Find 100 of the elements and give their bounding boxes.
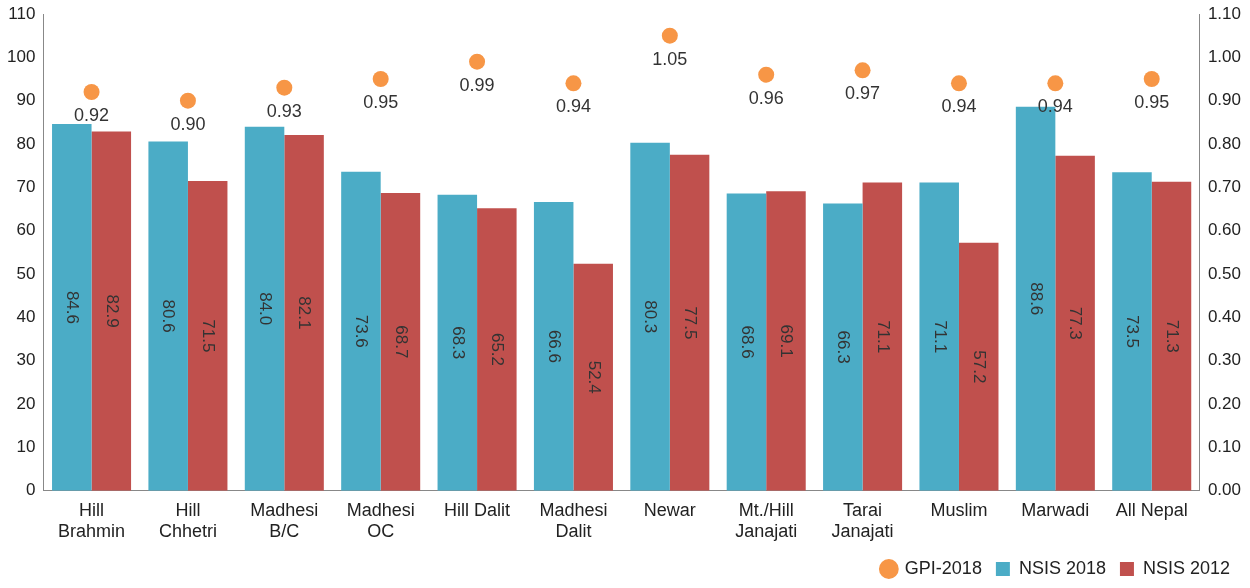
x-tick-label: Madhesi Dalit [539, 499, 608, 542]
bar [52, 124, 92, 491]
data-label: 0.94 [555, 96, 591, 117]
data-label: 84.0 [255, 292, 275, 326]
y2-tick-label: 0.20 [1207, 393, 1242, 413]
data-label: 71.1 [873, 320, 893, 354]
y2-tick-label: 0.80 [1207, 133, 1242, 153]
x-tick-label: Madhesi B/C [250, 499, 319, 542]
x-tick-label: Hill Chhetri [158, 499, 217, 542]
x-tick-label: All Nepal [1115, 499, 1188, 520]
bar [437, 194, 478, 491]
data-label: 0.95 [363, 91, 399, 112]
data-label: 1.05 [652, 48, 688, 69]
bar [284, 134, 324, 491]
data-label: 0.92 [74, 104, 110, 125]
x-tick-label: Newar [643, 499, 696, 520]
point [854, 62, 871, 79]
y-tick-label: 30 [16, 350, 36, 370]
y2-tick-label: 0.00 [1207, 480, 1242, 500]
y2-tick-label: 0.10 [1207, 437, 1242, 457]
bar [958, 242, 999, 491]
data-label: 80.6 [159, 299, 179, 333]
data-label: 0.96 [748, 87, 784, 108]
bar [380, 193, 421, 491]
data-label: 0.95 [1134, 91, 1170, 112]
point [565, 75, 582, 92]
bar [91, 131, 132, 491]
data-label: 65.2 [488, 332, 508, 367]
bar [726, 193, 767, 491]
data-label: 68.7 [391, 325, 411, 359]
bar [919, 182, 959, 491]
data-label: 77.5 [680, 306, 700, 340]
bar [766, 191, 806, 491]
legend-label: NSIS 2012 [1142, 557, 1231, 578]
y2-tick-label: 1.00 [1207, 47, 1242, 67]
point [179, 92, 196, 109]
y-tick-label: 10 [16, 437, 36, 457]
data-label: 80.3 [641, 300, 661, 334]
point [276, 79, 293, 96]
bar [862, 182, 903, 491]
y2-tick-label: 1.10 [1207, 3, 1242, 23]
x-tick-label: Mt./Hill Janajati [735, 499, 798, 542]
data-label: 71.5 [199, 319, 218, 353]
data-label: 69.1 [777, 324, 797, 358]
point [661, 27, 678, 44]
x-tick-label: Muslim [930, 499, 988, 520]
x-tick-label: Madhesi OC [346, 499, 415, 542]
point [83, 84, 100, 101]
data-label: 0.93 [266, 100, 302, 121]
y-tick-label: 100 [6, 47, 36, 67]
y2-tick-label: 0.60 [1207, 220, 1242, 240]
y-tick-label: 70 [16, 177, 36, 197]
y2-tick-label: 0.50 [1207, 263, 1242, 283]
y-tick-label: 0 [25, 480, 36, 500]
data-label: 52.4 [584, 360, 604, 394]
data-label: 0.94 [941, 96, 977, 117]
data-label: 0.94 [1037, 96, 1073, 117]
point [372, 71, 389, 88]
y-tick-label: 50 [16, 263, 36, 283]
y-tick-label: 40 [16, 307, 36, 327]
bar [823, 203, 863, 491]
point [1047, 75, 1064, 92]
data-label: 66.3 [834, 330, 854, 364]
bar [1055, 155, 1095, 491]
point [950, 75, 967, 92]
legend-label: NSIS 2018 [1018, 557, 1106, 578]
data-label: 73.5 [1123, 314, 1143, 349]
point [469, 53, 486, 70]
data-label: 71.1 [930, 320, 950, 354]
data-label: 82.9 [102, 294, 122, 328]
data-label: 0.99 [459, 74, 495, 95]
data-label: 73.6 [352, 314, 372, 348]
bar [573, 263, 613, 491]
data-label: 77.3 [1066, 306, 1086, 340]
y2-tick-label: 0.70 [1207, 177, 1242, 197]
x-tick-label: Marwadi [1021, 499, 1090, 520]
bar [148, 141, 188, 491]
bar [1112, 172, 1152, 491]
y2-tick-label: 0.90 [1207, 90, 1242, 110]
bar [1151, 181, 1192, 491]
data-label: 68.3 [448, 326, 468, 360]
y-tick-label: 80 [16, 133, 36, 153]
bar [244, 126, 285, 491]
bar [477, 208, 517, 491]
bar [669, 154, 710, 491]
y-tick-label: 90 [16, 90, 36, 110]
x-tick-label: Tarai Janajati [831, 499, 894, 542]
bar [187, 180, 228, 491]
data-label: 66.6 [545, 329, 564, 364]
legend-label: GPI-2018 [904, 557, 982, 578]
x-tick-label: Hill Brahmin [58, 499, 126, 542]
y-tick-label: 60 [16, 220, 36, 240]
bar [341, 171, 381, 491]
point [1143, 71, 1160, 88]
data-label: 71.3 [1162, 319, 1182, 353]
data-label: 57.2 [970, 350, 990, 384]
data-label: 68.6 [737, 325, 757, 359]
y-tick-label: 110 [8, 3, 36, 23]
point [758, 66, 775, 83]
bar [630, 142, 670, 491]
